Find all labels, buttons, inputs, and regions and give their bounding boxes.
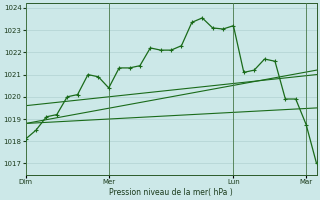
X-axis label: Pression niveau de la mer( hPa ): Pression niveau de la mer( hPa ) <box>109 188 233 197</box>
